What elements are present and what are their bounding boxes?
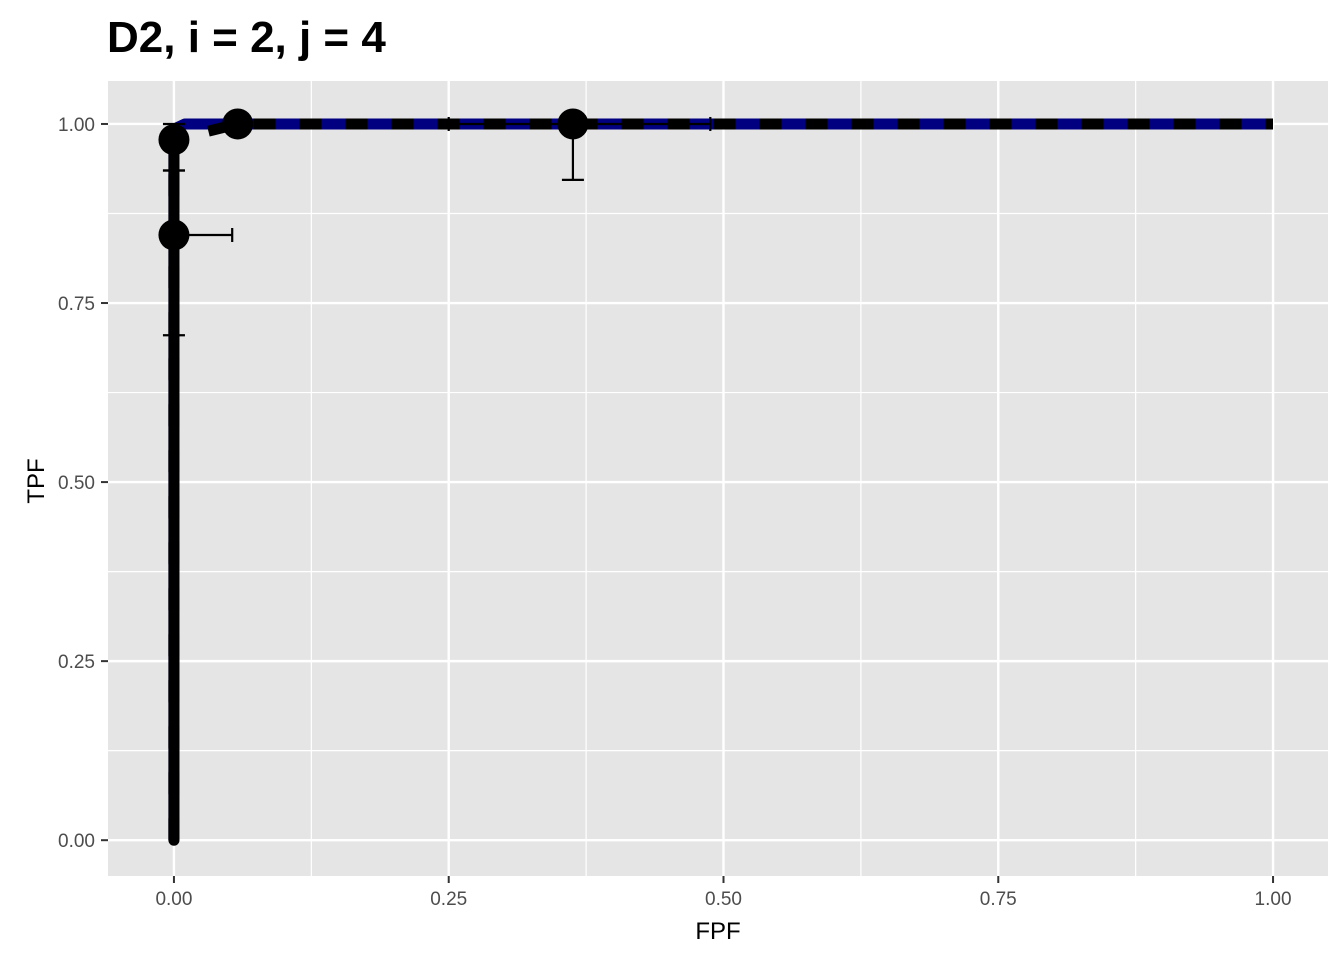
y-tick-label: 0.50 (58, 473, 95, 494)
x-tick-label: 0.25 (430, 889, 467, 910)
y-axis-title: TPF (23, 458, 50, 503)
y-tick-label: 0.75 (58, 294, 95, 315)
y-tick-label: 0.00 (58, 831, 95, 852)
chart-title: D2, i = 2, j = 4 (107, 13, 386, 62)
operating-point (158, 124, 190, 156)
plot-panel (108, 81, 1328, 876)
x-tick-label: 1.00 (1255, 889, 1292, 910)
grid-minor (108, 81, 1328, 876)
x-axis: 0.00 0.25 0.50 0.75 1.00 (155, 876, 1292, 910)
operating-point (222, 108, 254, 140)
x-tick-label: 0.50 (705, 889, 742, 910)
operating-point (557, 108, 589, 140)
y-axis: 0.00 0.25 0.50 0.75 1.00 (58, 115, 108, 852)
x-tick-label: 0.00 (155, 889, 192, 910)
y-tick-label: 0.25 (58, 652, 95, 673)
point-layer (158, 108, 589, 251)
y-tick-label: 1.00 (58, 115, 95, 136)
x-axis-title: FPF (695, 918, 740, 945)
operating-point (158, 219, 190, 251)
x-tick-label: 0.75 (980, 889, 1017, 910)
